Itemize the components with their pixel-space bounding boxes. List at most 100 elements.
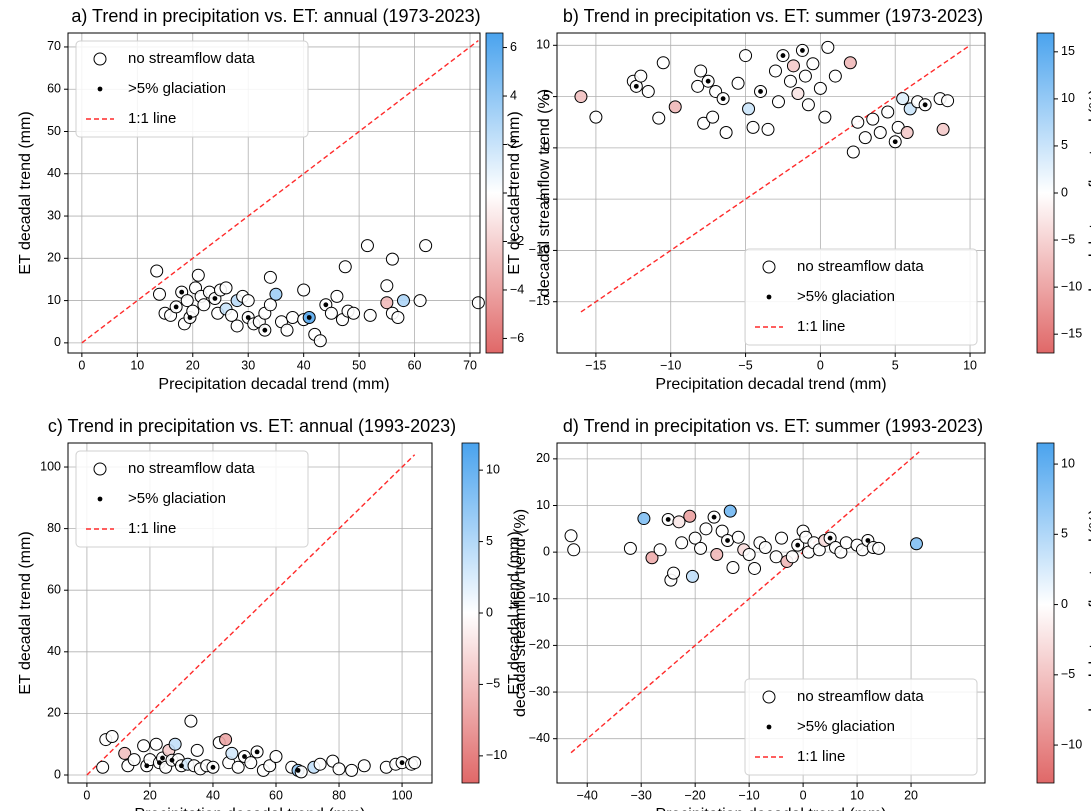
glaciation-dot (758, 89, 763, 94)
legend-label: 1:1 line (797, 748, 845, 765)
point (385, 252, 399, 266)
glaciation-dot (720, 96, 726, 102)
chart-title: c) Trend in precipitation vs. ET: annual… (48, 416, 456, 436)
glaciation-dot (705, 78, 711, 84)
glaciation-dot (795, 542, 801, 548)
point (564, 529, 578, 543)
legend-marker (766, 294, 772, 300)
colorbar-tick-label: 15 (1061, 44, 1075, 58)
point (219, 733, 233, 747)
x-tick-label: 10 (963, 358, 977, 372)
panel: −40 −30 −20 −10 0 10 20 −40 −30 −20 −10 0 10 20 no str… (506, 416, 1091, 811)
x-axis-label: Precipitation decadal trend (mm) (158, 376, 389, 393)
plot-frame (67, 442, 433, 784)
point (675, 536, 689, 550)
point (846, 145, 860, 159)
point (881, 105, 895, 119)
x-tick-label: 40 (297, 358, 311, 372)
point (380, 279, 394, 293)
point (96, 760, 110, 774)
point (345, 763, 359, 777)
point (408, 756, 422, 770)
point (746, 120, 760, 134)
glaciation-dot (254, 749, 260, 755)
y-tick-label: 20 (47, 706, 61, 720)
chart-title: a) Trend in precipitation vs. ET: annual… (71, 6, 480, 26)
legend-label: no streamflow data (128, 460, 255, 477)
legend-box (75, 450, 309, 548)
colorbar-tick-label: −15 (1061, 326, 1082, 340)
point (685, 569, 699, 583)
y-tick-label: 10 (536, 498, 550, 512)
glaciation-dot (711, 514, 717, 520)
x-tick-label: 20 (186, 358, 200, 372)
glaciation-dot (187, 315, 193, 320)
point (801, 98, 815, 112)
point (786, 59, 800, 73)
legend-label: 1:1 line (797, 318, 845, 335)
point (742, 102, 756, 116)
point (667, 566, 681, 580)
point (723, 504, 737, 518)
point (941, 94, 955, 108)
colorbar (1036, 442, 1055, 784)
chart-title: b) Trend in precipitation vs. ET: summer… (563, 6, 983, 26)
point (656, 56, 670, 70)
glaciation-dot (399, 760, 405, 766)
x-tick-label: 0 (800, 788, 807, 802)
point (589, 110, 603, 124)
plot-frame (556, 32, 986, 354)
glaciation-dot (323, 302, 329, 308)
point (332, 762, 346, 776)
point (152, 287, 166, 301)
x-tick-label: 30 (241, 358, 255, 372)
point (785, 550, 799, 564)
point (197, 298, 211, 312)
x-tick-label: −5 (738, 358, 752, 372)
colorbar-tick-label: 10 (486, 462, 500, 476)
x-axis-label: Precipitation decadal trend (mm) (134, 806, 365, 811)
identity-line (570, 451, 920, 754)
point (798, 69, 812, 83)
glaciation-dot (242, 754, 247, 759)
colorbar-tick-label: −5 (1061, 667, 1075, 681)
point (771, 95, 785, 109)
point (821, 40, 835, 54)
point (269, 750, 283, 764)
y-tick-label: 10 (47, 293, 61, 307)
colorbar-tick-label: 0 (1061, 597, 1068, 611)
glaciation-dot (169, 757, 175, 763)
glaciation-dot (210, 764, 216, 770)
point (191, 268, 205, 282)
point (672, 515, 686, 529)
colorbar-tick-label: −6 (510, 331, 524, 345)
x-tick-label: 60 (408, 358, 422, 372)
point (697, 116, 711, 130)
y-axis-label: ET decadal trend (mm) (506, 111, 523, 274)
x-axis-label: Precipitation decadal trend (mm) (655, 376, 886, 393)
colorbar-tick-label: 2 (510, 137, 517, 151)
point (858, 131, 872, 145)
point (230, 319, 244, 333)
x-tick-label: −40 (577, 788, 598, 802)
legend-label: >5% glaciation (128, 80, 226, 97)
point (691, 79, 705, 93)
point (263, 298, 277, 312)
point (186, 304, 200, 318)
glaciation-dot (245, 315, 251, 320)
glaciation-dot (262, 327, 268, 333)
point (742, 547, 756, 561)
point (231, 760, 245, 774)
glaciation-dot (179, 289, 185, 295)
glaciation-dot (160, 755, 165, 761)
point (761, 122, 775, 136)
point (244, 756, 258, 770)
y-axis-label: ET decadal trend (mm) (17, 531, 34, 694)
point (634, 69, 648, 83)
point (330, 289, 344, 303)
point (263, 759, 277, 773)
glaciation-dot (633, 83, 639, 89)
point (791, 87, 805, 101)
point (758, 540, 772, 554)
